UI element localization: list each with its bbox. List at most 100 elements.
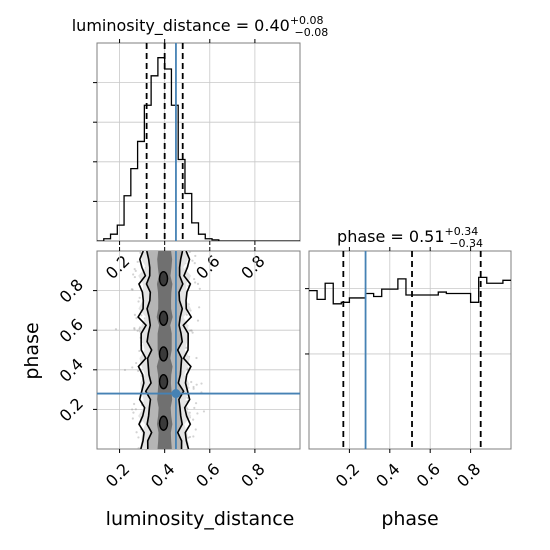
- y-axis-label-phase: phase: [21, 322, 43, 379]
- sample-point: [137, 300, 140, 303]
- x-tick-label: 0.6: [192, 459, 223, 490]
- sample-point: [188, 435, 192, 439]
- luminosity-distance-histogram-panel: 0.20.40.60.8: [93, 39, 301, 283]
- sample-point: [191, 331, 194, 334]
- y-tick-label: 0.2: [56, 394, 87, 425]
- histogram-step-line: [309, 276, 511, 305]
- axes-frame: [308, 250, 512, 450]
- contour-blob: [158, 373, 169, 390]
- sample-point: [131, 417, 134, 420]
- sample-point: [134, 408, 137, 411]
- sample-point: [192, 418, 195, 421]
- axes-frame: [96, 42, 301, 242]
- truth-marker: [171, 389, 181, 399]
- contour-line: [144, 251, 153, 449]
- x-tick-label: 0.6: [192, 251, 223, 282]
- sample-point: [137, 369, 140, 372]
- sample-point: [135, 431, 138, 434]
- axes-frame: [96, 250, 301, 450]
- phase-title-sub: −0.34: [449, 237, 483, 250]
- sample-point: [196, 412, 199, 415]
- x-tick-label: 0.2: [102, 251, 133, 282]
- sample-point: [137, 447, 140, 449]
- y-tick-label: 0.4: [56, 354, 87, 385]
- y-tick-label: 0.8: [56, 275, 87, 306]
- sample-point: [198, 306, 201, 309]
- sample-point: [194, 428, 197, 431]
- sample-point: [132, 402, 136, 406]
- sample-point: [192, 387, 195, 390]
- phase-title: phase = 0.51+0.34 −0.34: [337, 225, 483, 250]
- sample-point: [133, 313, 136, 317]
- sample-point: [136, 260, 139, 263]
- luminosity-distance-title-main: luminosity_distance = 0.40: [72, 16, 290, 36]
- sample-point: [131, 288, 134, 291]
- sample-point: [195, 383, 198, 386]
- x-tick-label: 0.2: [102, 459, 133, 490]
- phase-title-main: phase = 0.51: [337, 227, 444, 246]
- sample-point: [131, 366, 134, 369]
- phase-vs-luminosity-distance-panel: 0.2 0.4 0.6 0.8 0.2 0.4 0.6 0.8: [56, 247, 301, 491]
- sample-point: [193, 406, 196, 410]
- sample-point: [133, 328, 136, 331]
- sample-point: [189, 309, 192, 312]
- sample-point: [138, 326, 142, 329]
- sample-point: [185, 313, 188, 316]
- x-tick-label: 0.4: [147, 459, 178, 490]
- sample-point: [194, 254, 197, 258]
- sample-point: [130, 288, 133, 291]
- contour-blob: [158, 310, 169, 327]
- sample-point: [184, 346, 188, 349]
- sample-point: [138, 330, 142, 333]
- sample-point: [192, 385, 195, 389]
- phase-title-sup: +0.34: [445, 225, 479, 238]
- sample-point: [200, 382, 203, 385]
- x-tick-label: 0.2: [332, 459, 363, 490]
- sample-point: [186, 396, 189, 399]
- sample-point: [198, 287, 201, 290]
- sample-point: [202, 410, 206, 413]
- sample-point: [193, 277, 196, 281]
- sample-point: [131, 408, 134, 411]
- sample-point: [188, 329, 191, 332]
- sample-point: [195, 356, 198, 360]
- sample-point: [194, 402, 198, 405]
- contour-blob: [158, 346, 169, 362]
- sample-point: [136, 329, 139, 332]
- sample-point: [132, 273, 135, 276]
- sample-point: [189, 329, 193, 332]
- sample-point: [138, 349, 141, 353]
- sample-point: [132, 411, 135, 414]
- x-tick-label: 0.6: [413, 459, 444, 490]
- sample-point: [190, 329, 193, 332]
- luminosity-distance-title: luminosity_distance = 0.40+0.08 −0.08: [72, 14, 329, 39]
- sample-point: [114, 328, 118, 331]
- contour-line: [182, 251, 193, 449]
- sample-point: [187, 436, 190, 439]
- sample-point: [190, 380, 193, 384]
- contour-line: [176, 251, 185, 449]
- sample-point: [191, 259, 194, 262]
- sample-point: [194, 281, 197, 284]
- histogram-body: [309, 251, 511, 449]
- sample-point: [196, 319, 200, 322]
- luminosity-distance-title-sup: +0.08: [290, 14, 324, 27]
- luminosity-distance-title-sub: −0.08: [295, 26, 329, 39]
- density-body: [97, 251, 300, 449]
- histogram-body: [97, 43, 300, 241]
- y-tick-label: 0.6: [56, 315, 87, 346]
- x-tick-label: 0.8: [237, 459, 268, 490]
- x-tick-label: 0.4: [372, 459, 403, 490]
- histogram-step-line: [97, 57, 300, 241]
- contour-blob: [158, 415, 169, 431]
- sample-point: [192, 435, 195, 438]
- sample-point: [135, 361, 138, 365]
- sample-point: [135, 316, 138, 320]
- phase-histogram-panel: 0.2 0.4 0.6 0.8: [305, 247, 512, 491]
- sample-point: [196, 282, 200, 285]
- sample-point: [134, 269, 137, 272]
- sample-point: [133, 327, 136, 330]
- contour-line: [137, 251, 148, 449]
- sample-point: [138, 296, 141, 299]
